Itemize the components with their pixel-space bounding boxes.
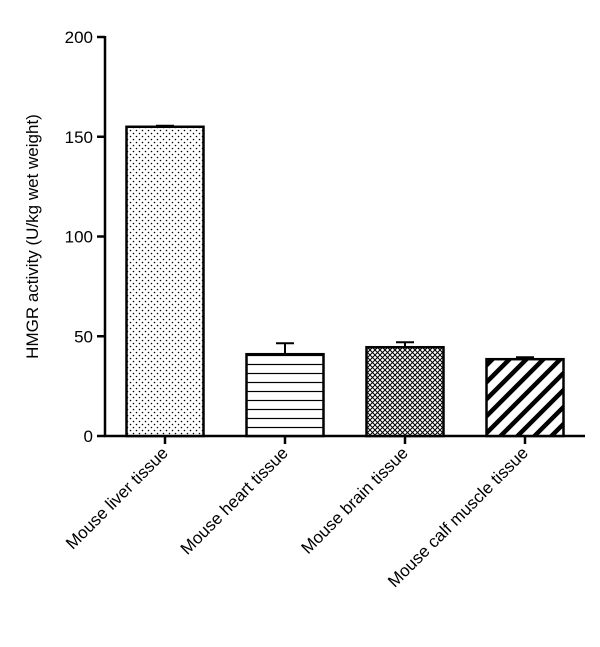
x-category-label: Mouse heart tissue bbox=[177, 443, 292, 558]
bars bbox=[125, 124, 565, 438]
x-category-label: Mouse liver tissue bbox=[62, 443, 172, 553]
y-axis-title: HMGR activity (U/kg wet weight) bbox=[23, 114, 42, 359]
y-tick-label: 50 bbox=[74, 327, 93, 346]
y-tick-label: 150 bbox=[65, 128, 93, 147]
x-category-label: Mouse brain tissue bbox=[297, 443, 411, 557]
y-tick-label: 200 bbox=[65, 28, 93, 47]
bar-1 bbox=[125, 125, 205, 438]
y-tick-label: 100 bbox=[65, 228, 93, 247]
x-ticks: Mouse liver tissue Mouse heart tissue Mous… bbox=[62, 436, 532, 591]
x-category-label: Mouse calf muscle tissue bbox=[384, 443, 532, 591]
bar-4 bbox=[485, 357, 565, 438]
bar-2 bbox=[245, 352, 325, 438]
y-ticks: 0 50 100 150 200 bbox=[65, 28, 105, 446]
bar-3 bbox=[365, 345, 445, 438]
y-tick-label: 0 bbox=[84, 427, 93, 446]
